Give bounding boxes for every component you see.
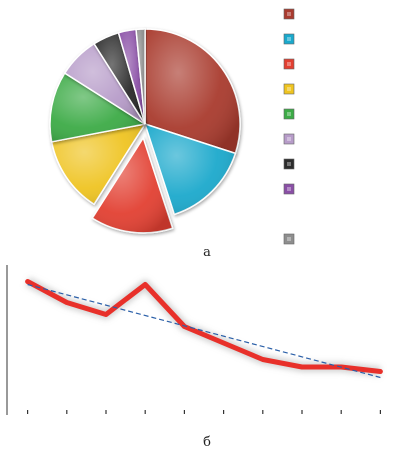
line-chart	[6, 265, 383, 415]
pie-slice	[143, 122, 237, 216]
pie-slice	[135, 28, 146, 125]
pie-slice	[91, 136, 174, 234]
pie-slice	[144, 28, 241, 155]
caption-a: а	[203, 245, 211, 260]
legend-marker	[283, 33, 295, 45]
legend-marker	[283, 83, 295, 95]
legend-marker	[283, 58, 295, 70]
legend-marker	[283, 133, 295, 145]
legend-marker	[283, 233, 295, 245]
series-line	[25, 279, 383, 374]
legend-marker	[283, 158, 295, 170]
legend-marker	[283, 183, 295, 195]
caption-b: б	[203, 435, 211, 450]
pie-legend	[283, 8, 295, 245]
pie-slice	[49, 72, 148, 143]
pie-chart	[49, 28, 241, 234]
pie-slice	[50, 122, 147, 206]
series-line-glow	[25, 277, 381, 377]
legend-marker	[283, 108, 295, 120]
trend-line	[27, 283, 381, 379]
legend-marker	[283, 8, 295, 20]
